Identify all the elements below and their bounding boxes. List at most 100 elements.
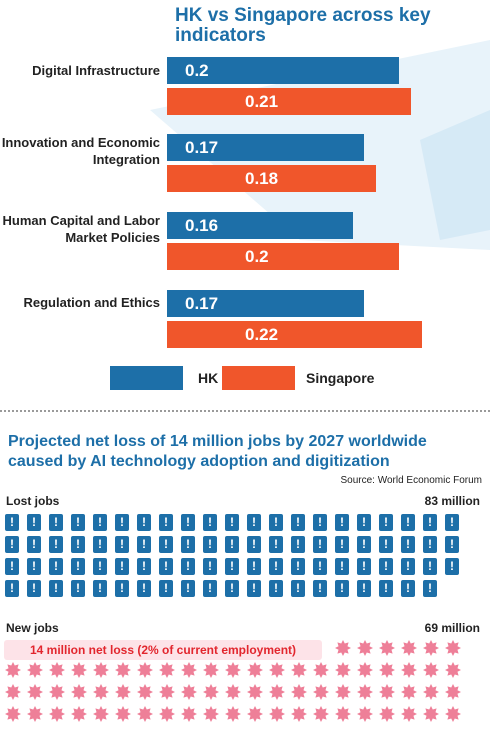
lost-jobs-value: 83 million xyxy=(424,494,480,508)
section-divider xyxy=(0,410,490,412)
bar-singapore-digital-infrastructure: 0.21 xyxy=(167,88,411,115)
lost-job-icon: ! xyxy=(423,580,437,597)
bar-singapore-innovation-and-economic-integration: 0.18 xyxy=(167,165,376,192)
lost-job-icon: ! xyxy=(27,580,41,597)
new-job-icon xyxy=(93,706,109,722)
new-job-icon xyxy=(379,706,395,722)
bar-hk-innovation-and-economic-integration: 0.17 xyxy=(167,134,364,161)
new-job-icon xyxy=(27,706,43,722)
new-job-icon xyxy=(159,662,175,678)
lost-job-icon: ! xyxy=(357,536,371,553)
lost-job-icon: ! xyxy=(49,536,63,553)
lost-job-icon: ! xyxy=(401,514,415,531)
category-label-digital-infrastructure: Digital Infrastructure xyxy=(32,63,160,78)
lost-job-icon: ! xyxy=(225,580,239,597)
new-job-icon xyxy=(401,684,417,700)
new-job-icon xyxy=(423,684,439,700)
new-job-icon xyxy=(247,662,263,678)
lost-job-icon: ! xyxy=(203,580,217,597)
lost-job-icon: ! xyxy=(93,514,107,531)
lost-job-icon: ! xyxy=(71,558,85,575)
new-job-icon xyxy=(357,662,373,678)
lost-job-icon: ! xyxy=(269,580,283,597)
lost-job-icon: ! xyxy=(291,580,305,597)
new-job-icon xyxy=(357,684,373,700)
new-job-icon xyxy=(423,662,439,678)
lost-job-icon: ! xyxy=(49,580,63,597)
new-job-icon xyxy=(379,662,395,678)
new-job-icon xyxy=(445,640,461,656)
lost-job-icon: ! xyxy=(379,558,393,575)
new-job-icon xyxy=(203,662,219,678)
new-job-icon xyxy=(71,706,87,722)
lost-job-icon: ! xyxy=(93,558,107,575)
lost-job-icon: ! xyxy=(115,558,129,575)
source-note: Source: World Economic Forum xyxy=(340,475,482,486)
new-job-icon xyxy=(5,662,21,678)
lost-job-icon: ! xyxy=(445,558,459,575)
lost-job-icon: ! xyxy=(115,580,129,597)
lost-job-icon: ! xyxy=(335,558,349,575)
new-job-icon xyxy=(93,662,109,678)
lost-job-icon: ! xyxy=(159,580,173,597)
lost-job-icon: ! xyxy=(401,558,415,575)
new-job-icon xyxy=(5,706,21,722)
new-job-icon xyxy=(159,684,175,700)
lost-job-icon: ! xyxy=(27,536,41,553)
new-job-icon xyxy=(269,684,285,700)
lost-job-icon: ! xyxy=(247,536,261,553)
new-job-icon xyxy=(49,662,65,678)
new-job-icon xyxy=(49,706,65,722)
lost-job-icon: ! xyxy=(203,514,217,531)
new-job-icon xyxy=(423,640,439,656)
lost-job-icon: ! xyxy=(379,514,393,531)
lost-job-icon: ! xyxy=(313,536,327,553)
lost-job-icon: ! xyxy=(247,514,261,531)
lost-job-icon: ! xyxy=(115,536,129,553)
lost-job-icon: ! xyxy=(49,558,63,575)
lost-job-icon: ! xyxy=(5,558,19,575)
new-job-icon xyxy=(115,684,131,700)
new-job-icon xyxy=(93,684,109,700)
new-job-icon xyxy=(269,706,285,722)
new-job-icon xyxy=(71,662,87,678)
lost-job-icon: ! xyxy=(203,558,217,575)
lost-job-icon: ! xyxy=(379,536,393,553)
lost-job-icon: ! xyxy=(247,580,261,597)
new-job-icon xyxy=(445,706,461,722)
new-job-icon xyxy=(181,706,197,722)
lost-job-icon: ! xyxy=(93,536,107,553)
new-job-icon xyxy=(247,684,263,700)
new-job-icon xyxy=(225,684,241,700)
lost-job-icon: ! xyxy=(181,558,195,575)
lost-job-icon: ! xyxy=(5,514,19,531)
lost-job-icon: ! xyxy=(137,558,151,575)
new-job-icon xyxy=(49,684,65,700)
new-job-icon xyxy=(357,640,373,656)
new-job-icon xyxy=(137,706,153,722)
lost-job-icon: ! xyxy=(445,514,459,531)
lost-job-icon: ! xyxy=(225,514,239,531)
lost-job-icon: ! xyxy=(137,580,151,597)
new-job-icon xyxy=(445,684,461,700)
lost-job-icon: ! xyxy=(71,514,85,531)
new-job-icon xyxy=(27,684,43,700)
lost-job-icon: ! xyxy=(115,514,129,531)
lost-job-icon: ! xyxy=(71,536,85,553)
lost-job-icon: ! xyxy=(357,580,371,597)
new-job-icon xyxy=(115,706,131,722)
new-job-icon xyxy=(313,706,329,722)
bar-singapore-regulation-and-ethics: 0.22 xyxy=(167,321,422,348)
new-job-icon xyxy=(181,662,197,678)
new-jobs-value: 69 million xyxy=(424,621,480,635)
new-job-icon xyxy=(247,706,263,722)
new-job-icon xyxy=(137,684,153,700)
new-job-icon xyxy=(313,684,329,700)
lost-job-icon: ! xyxy=(71,580,85,597)
new-job-icon xyxy=(203,684,219,700)
net-loss-annotation: 14 million net loss (2% of current emplo… xyxy=(4,640,322,660)
new-job-icon xyxy=(401,662,417,678)
lost-job-icon: ! xyxy=(445,536,459,553)
new-jobs-icon-grid xyxy=(5,640,489,732)
new-job-icon xyxy=(335,706,351,722)
